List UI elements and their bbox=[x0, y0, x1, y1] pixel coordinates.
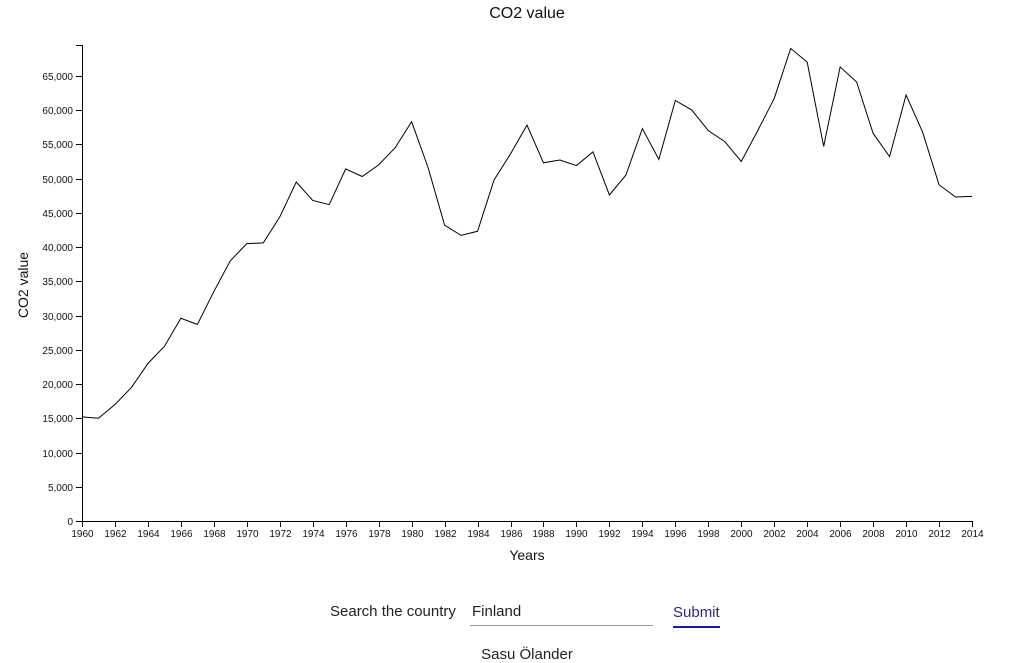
y-tick-label: 35,000 bbox=[42, 277, 73, 288]
chart-title: CO2 value bbox=[489, 5, 565, 22]
x-tick-label: 1964 bbox=[137, 529, 160, 540]
x-tick-label: 1990 bbox=[565, 529, 588, 540]
co2-line-chart: CO2 value CO2 value Years 0 5,000 10,000 15… bbox=[15, 5, 984, 563]
y-tick-label: 45,000 bbox=[42, 209, 73, 220]
x-tick-label: 1972 bbox=[269, 529, 292, 540]
x-tick-label: 1968 bbox=[203, 529, 226, 540]
y-tick-label: 50,000 bbox=[42, 175, 73, 186]
y-tick-label: 10,000 bbox=[42, 449, 73, 460]
x-tick-label: 1982 bbox=[434, 529, 457, 540]
x-tick-label: 1962 bbox=[104, 529, 127, 540]
y-tick-label: 20,000 bbox=[42, 380, 73, 391]
y-axis-line bbox=[76, 45, 83, 522]
x-tick-label: 1984 bbox=[467, 529, 490, 540]
y-tick-label: 5,000 bbox=[48, 483, 73, 494]
author-credit: Sasu Ölander bbox=[481, 646, 573, 663]
country-search-input[interactable] bbox=[470, 598, 653, 626]
search-form: Search the country Submit bbox=[330, 598, 750, 628]
x-tick-label: 1976 bbox=[335, 529, 358, 540]
x-tick-label: 2004 bbox=[796, 529, 819, 540]
y-tick-label: 40,000 bbox=[42, 243, 73, 254]
x-tick-label: 2008 bbox=[862, 529, 885, 540]
x-tick-label: 2012 bbox=[928, 529, 951, 540]
submit-button[interactable]: Submit bbox=[673, 598, 720, 628]
x-tick-label: 1994 bbox=[631, 529, 654, 540]
x-tick-label: 1960 bbox=[71, 529, 94, 540]
x-axis-label: Years bbox=[509, 547, 544, 563]
x-tick-label: 1966 bbox=[170, 529, 193, 540]
x-axis: 1960 1962 1964 1966 1968 1970 1972 1974 1976 1978… bbox=[71, 521, 984, 540]
x-tick-label: 1978 bbox=[368, 529, 391, 540]
x-tick-label: 2014 bbox=[961, 529, 984, 540]
x-tick-label: 1992 bbox=[598, 529, 621, 540]
x-tick-label: 1986 bbox=[500, 529, 523, 540]
x-tick-label: 1970 bbox=[236, 529, 259, 540]
y-tick-label: 25,000 bbox=[42, 346, 73, 357]
x-tick-label: 2002 bbox=[763, 529, 786, 540]
x-tick-label: 2006 bbox=[829, 529, 852, 540]
x-tick-label: 2010 bbox=[895, 529, 918, 540]
x-tick-label: 1974 bbox=[302, 529, 325, 540]
x-tick-label: 1988 bbox=[532, 529, 555, 540]
y-tick-label: 30,000 bbox=[42, 312, 73, 323]
y-axis-label: CO2 value bbox=[15, 252, 31, 318]
y-tick-label: 60,000 bbox=[42, 106, 73, 117]
y-tick-label: 0 bbox=[67, 517, 73, 528]
x-tick-label: 2000 bbox=[730, 529, 753, 540]
search-label: Search the country bbox=[330, 603, 456, 620]
co2-series-line bbox=[81, 47, 973, 419]
y-tick-label: 15,000 bbox=[42, 414, 73, 425]
x-tick-label: 1998 bbox=[697, 529, 720, 540]
x-axis-line bbox=[82, 521, 973, 527]
y-axis: 0 5,000 10,000 15,000 20,000 25,000 30,000 35,0… bbox=[42, 45, 83, 528]
y-tick-label: 65,000 bbox=[42, 72, 73, 83]
y-tick-label: 55,000 bbox=[42, 140, 73, 151]
plot-area bbox=[81, 47, 973, 419]
x-tick-label: 1996 bbox=[664, 529, 687, 540]
x-tick-label: 1980 bbox=[401, 529, 424, 540]
